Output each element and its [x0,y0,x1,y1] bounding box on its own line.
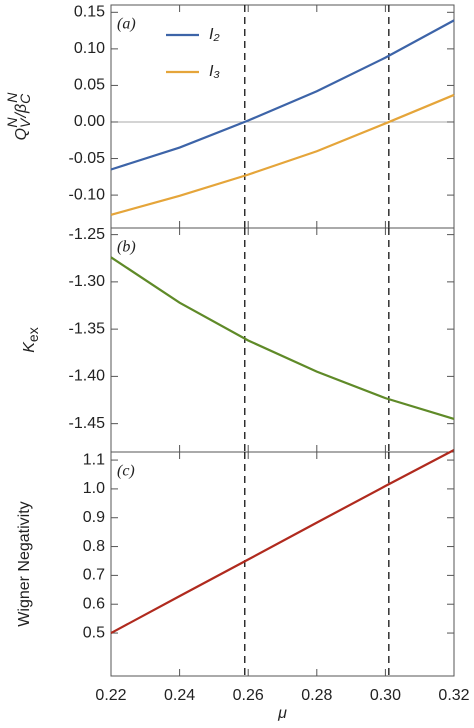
panel-frame [110,451,455,677]
y-axis-label-part: /β [13,104,30,119]
y-tick-label: -1.30 [69,273,106,290]
panel-label: (a) [117,16,136,33]
series-line [110,19,455,171]
y-axis-label-part: ex [25,327,41,342]
legend-label: I₂ [209,26,220,43]
y-tick-label: -1.40 [69,368,106,385]
y-axis-label: Wigner Negativity [16,501,33,626]
y-tick-label: 0.6 [83,595,105,612]
y-axis-label-part: V [17,117,33,128]
x-axis-label: μ [277,705,287,722]
y-axis-label-part: N [4,92,20,103]
y-tick-label: 0.05 [74,77,105,94]
y-tick-label: 0.7 [83,567,105,584]
y-axis-label-part: K [21,341,38,353]
y-tick-label: 1.1 [83,451,105,468]
y-tick-label: -1.35 [69,320,106,337]
y-axis-label-part: Wigner Negativity [16,501,33,626]
y-tick-label: 0.9 [83,509,105,526]
y-axis-label: QVN/βCN [4,92,33,141]
x-tick-label: 0.22 [95,687,126,704]
y-tick-label: -0.05 [69,150,106,167]
x-tick-label: 0.24 [164,687,195,704]
panel-label: (c) [117,463,135,480]
series-line [110,93,455,216]
y-tick-label: -0.10 [69,186,106,203]
y-tick-label: 0.8 [83,538,105,555]
y-tick-label: 1.0 [83,480,105,497]
y-axis-label-part: Q [13,128,30,140]
x-tick-label: 0.28 [301,687,332,704]
panel-frame [110,227,455,453]
series-line [110,256,455,420]
y-tick-label: 0.5 [83,624,105,641]
y-axis-label-part: C [17,93,33,104]
y-tick-label: -1.45 [69,415,106,432]
y-tick-label: -1.25 [69,226,106,243]
x-tick-label: 0.30 [370,687,401,704]
y-tick-label: 0.10 [74,40,105,57]
y-axis-label-part: N [4,117,20,128]
y-axis-label: Kex [21,327,41,352]
y-tick-label: 0.00 [74,113,105,130]
y-tick-label: 0.15 [74,4,105,21]
x-tick-label: 0.32 [438,687,469,704]
x-tick-label: 0.26 [233,687,264,704]
panel-label: (b) [117,239,136,256]
series-line [110,449,455,635]
legend-label: I₃ [209,63,220,80]
